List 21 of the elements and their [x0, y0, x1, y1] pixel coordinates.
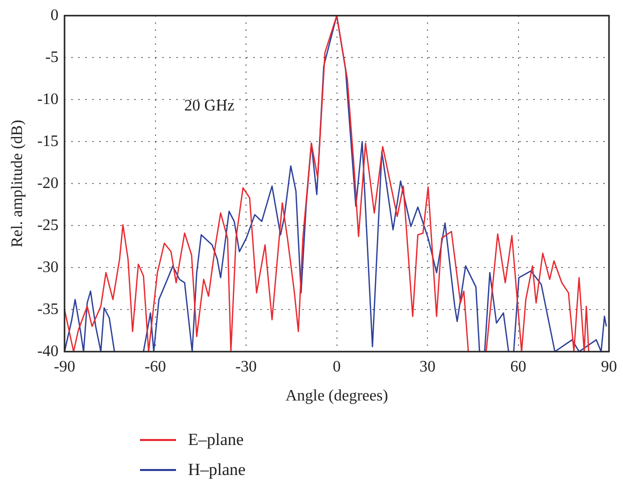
y-tick-label: -15 — [37, 132, 59, 150]
x-axis-title: Angle (degrees) — [285, 388, 388, 405]
y-tick-label: -40 — [37, 342, 59, 360]
x-tick-label: 90 — [601, 358, 617, 376]
y-tick-label: -30 — [37, 258, 59, 276]
x-tick-label: 60 — [510, 358, 526, 376]
x-tick-label: 0 — [332, 358, 341, 376]
annotation: 20 GHz — [184, 98, 235, 115]
x-tick-label: -90 — [54, 358, 76, 376]
x-tick-label: 30 — [420, 358, 436, 376]
y-tick-label: -25 — [37, 216, 59, 234]
y-axis-title: Rel. amplitude (dB) — [8, 120, 26, 248]
y-tick-label: -35 — [37, 300, 59, 318]
y-tick-label: -10 — [37, 90, 59, 108]
x-tick-label: -60 — [144, 358, 166, 376]
legend-label: H–plane — [188, 460, 246, 480]
x-tick-label: -30 — [235, 358, 257, 376]
legend-label: E–plane — [188, 430, 244, 450]
y-tick-label: -20 — [37, 174, 59, 192]
y-tick-label: -5 — [45, 48, 59, 66]
y-tick-label: 0 — [50, 6, 59, 24]
